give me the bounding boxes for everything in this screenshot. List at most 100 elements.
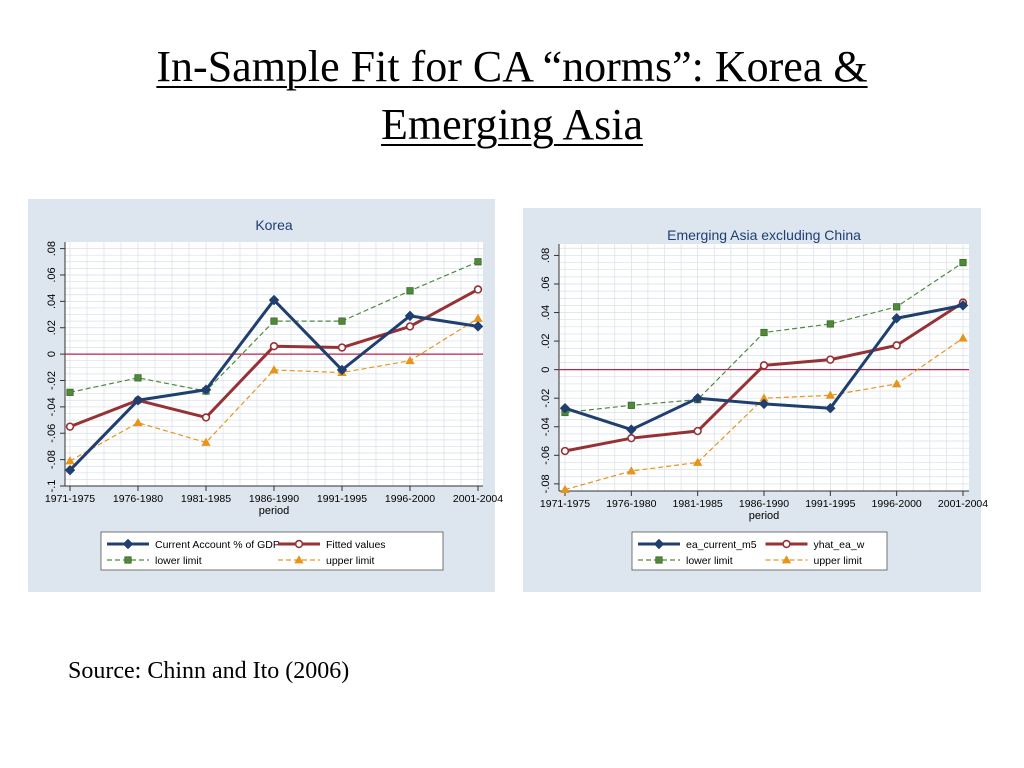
legend-label: Fitted values [326,539,386,551]
y-tick-label: .06 [46,267,58,282]
emerging-asia-chart: Emerging Asia excluding China -.08 -.06 -.0… [540,227,988,571]
data-point-lower [474,258,482,266]
series-fitted [560,298,968,456]
chart-title: Emerging Asia excluding China [667,227,861,243]
data-point-fitted [405,322,415,331]
data-point-upper [560,484,570,493]
legend-marker-lower [124,556,132,564]
legend-label: ea_current_m5 [686,539,757,551]
y-tick-label: 0 [540,367,552,373]
data-point-upper [692,457,703,466]
data-point-actual [268,294,280,306]
x-axis-title: period [749,510,780,522]
grid-lines [65,242,483,487]
y-tick-label: .06 [540,276,552,291]
x-axis-title: period [259,505,290,517]
series-actual [64,294,484,476]
legend-label: upper limit [326,555,375,567]
data-point-fitted [473,285,483,294]
data-point-lower [959,258,967,267]
data-point-actual [626,424,637,435]
data-point-lower [134,374,142,382]
data-point-actual [336,364,348,376]
data-point-upper [958,333,968,342]
data-point-actual [132,395,144,406]
y-tick-label: -.06 [46,424,58,443]
data-point-actual [200,384,212,395]
y-tick-label: .04 [540,305,552,320]
series-upper [65,313,483,465]
x-tick-label: 1996-2000 [385,493,435,505]
y-tick-label: -.04 [46,397,58,416]
legend-marker-actual [122,538,134,550]
data-point-upper [626,466,637,475]
series-upper [560,333,968,493]
data-point-actual [825,402,836,414]
legend-label: yhat_ea_w [814,539,865,551]
x-tick-label: 1971-1975 [45,493,95,505]
data-point-lower [760,328,768,337]
y-tick-label: .08 [540,248,552,263]
y-tick-label: -.08 [46,450,58,469]
legend-label: lower limit [155,555,202,567]
data-point-upper [133,417,143,427]
data-point-actual [758,398,770,410]
y-tick-label: .02 [46,320,58,335]
y-tick-label: -.02 [540,389,552,408]
korea-chart-panel: Korea -.1 -.08 -.06 -.04 -.02 0 .02 .04 .06 .08 197… [28,199,503,592]
korea-chart: Korea -.1 -.08 -.06 -.04 -.02 0 .02 .04 .06 .08 197… [45,217,503,571]
data-point-fitted [65,422,75,431]
data-point-fitted [337,343,347,352]
data-point-fitted [627,433,636,443]
y-tick-label: .02 [540,333,552,348]
data-point-lower [826,320,834,328]
data-point-lower [893,303,901,311]
data-point-fitted [201,413,211,422]
legend: Current Account % of GDP Fitted values low… [100,531,444,571]
emerging-asia-chart-panel: Emerging Asia excluding China -.08 -.06 -.0… [523,208,988,592]
data-point-fitted [693,426,702,436]
data-point-upper [825,390,836,399]
data-point-fitted [759,361,769,370]
series-actual [559,300,969,435]
slide-title-line-2: Emerging Asia [381,100,643,149]
y-tick-label: .04 [46,294,58,309]
data-point-upper [201,437,211,446]
data-point-upper [65,456,75,465]
y-tick-label: .08 [46,241,58,256]
data-point-actual [692,392,703,404]
x-tick-label: 1996-2000 [872,498,922,510]
legend-marker-actual [653,538,665,550]
y-tick-label: -.1 [46,480,58,493]
data-point-upper [269,365,279,374]
data-point-upper [405,355,415,365]
legend-box [100,531,444,571]
data-point-upper [891,379,902,388]
y-tick-label: -.08 [540,474,552,493]
legend-marker-fitted [294,539,304,549]
slide-title: In-Sample Fit for CA “norms”: Korea & Em… [40,38,984,154]
data-point-actual [472,321,484,332]
x-tick-label: 1981-1985 [673,498,723,510]
x-tick-label: 1976-1980 [113,493,163,505]
x-tick-label: 1991-1995 [805,498,855,510]
slide-title-line-1: In-Sample Fit for CA “norms”: Korea & [156,42,868,91]
plot-area [65,242,483,487]
source-note: Source: Chinn and Ito (2006) [68,658,350,684]
x-tick-label: 1976-1980 [606,498,656,510]
data-point-actual [891,313,902,324]
x-tick-label: 1986-1990 [739,498,789,510]
data-point-lower [338,317,346,325]
x-tick-label: 2001-2004 [453,493,503,505]
x-tick-label: 2001-2004 [938,498,988,510]
data-point-lower [406,287,414,295]
y-tick-label: -.06 [540,446,552,465]
chart-title: Korea [255,217,293,233]
data-point-actual [559,402,571,414]
data-point-fitted [560,446,570,456]
data-point-lower [627,401,635,409]
x-tick-label: 1991-1995 [317,493,367,505]
x-tick-label: 1986-1990 [249,493,299,505]
data-point-lower [66,388,74,396]
